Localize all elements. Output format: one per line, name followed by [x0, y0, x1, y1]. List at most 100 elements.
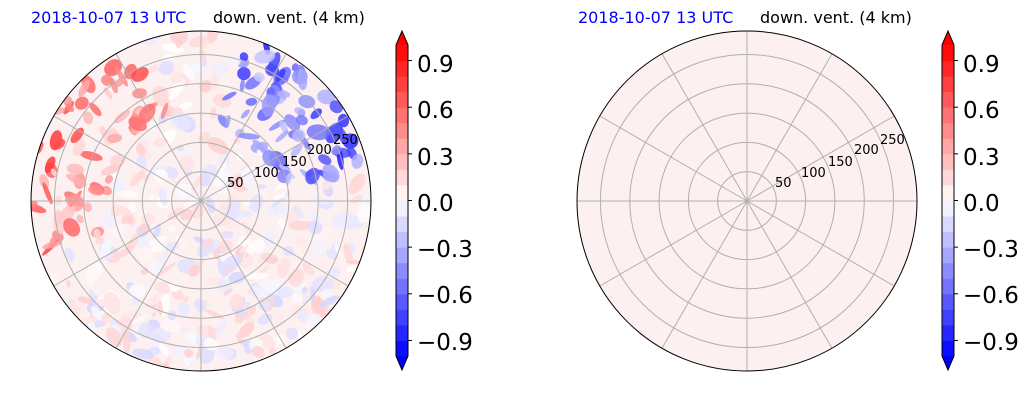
left-field-patch: [65, 103, 75, 113]
right-cb-outline: [941, 29, 955, 372]
right-cb-level-7: [942, 231, 954, 248]
left-field-patch: [166, 357, 174, 365]
right-grid-spoke-30: [746, 115, 895, 202]
right-cb-level-4: [942, 278, 954, 295]
right-colorbar-bar: [941, 29, 958, 372]
right-cb-level-17: [942, 76, 954, 93]
left-field-patch: [149, 194, 154, 203]
right-cb-level-8: [942, 216, 954, 233]
left-field-patch: [311, 295, 326, 319]
left-field-patch: [53, 210, 66, 235]
left-field-patch: [297, 307, 309, 324]
left-field-patch: [253, 190, 270, 198]
left-field-patch: [279, 120, 289, 135]
left-field-patch: [82, 111, 94, 125]
left-field-patch: [66, 173, 87, 187]
left-field-patch: [127, 201, 137, 213]
left-field-patch: [149, 63, 159, 74]
left-grid-spoke-30: [200, 115, 349, 202]
left-field-patch: [206, 325, 217, 343]
right-grid-spoke-300: [746, 200, 833, 349]
left-field-patch: [42, 182, 53, 205]
left-field-patch: [91, 305, 102, 321]
left-field-patch: [229, 294, 245, 310]
left-cb-tick-neg0.9: −0.9: [417, 330, 473, 356]
left-field-patch: [110, 154, 126, 168]
left-field-patch: [50, 269, 58, 284]
right-cb-level-0: [942, 340, 954, 357]
left-field-patch: [202, 59, 207, 68]
left-cb-level-15: [396, 107, 408, 124]
left-field-patch: [107, 133, 123, 144]
left-field-patch: [225, 115, 231, 129]
right-cb-tick-0.3: 0.3: [963, 145, 1000, 171]
left-field-patch: [329, 100, 344, 114]
left-cb-level-17: [396, 76, 408, 93]
left-field-patch: [170, 70, 184, 83]
left-field-patch: [100, 238, 113, 259]
left-field-patch: [164, 166, 179, 179]
right-cb-extend-min: [942, 356, 954, 370]
left-field-patch: [199, 346, 215, 364]
left-radial-ticks: 50 100 150 200 250: [227, 133, 358, 191]
left-field-patch: [275, 130, 289, 143]
left-field-patch: [79, 151, 103, 161]
left-field-patch: [257, 313, 273, 325]
left-field-patch: [248, 290, 256, 298]
left-field-patch: [105, 327, 123, 347]
left-field-patch: [66, 280, 71, 288]
right-radial-ticks: 50 100 150 200 250: [775, 133, 905, 191]
right-panel: 2018-10-07 13 UTC down. vent. (4 km) 50 …: [576, 8, 1019, 372]
left-field-patch: [167, 226, 176, 232]
left-field-patch: [104, 291, 121, 315]
left-field-patch: [108, 223, 131, 233]
right-cb-level-18: [942, 60, 954, 77]
left-cb-extend-max: [396, 31, 408, 45]
left-field-patch: [332, 211, 355, 228]
right-grid-spoke-60: [746, 53, 833, 202]
left-field-patch: [215, 318, 228, 339]
right-cb-level-19: [942, 45, 954, 62]
left-field-patch: [87, 186, 104, 196]
left-field-patch: [154, 169, 168, 183]
left-field-patch: [277, 90, 291, 98]
left-field-patch: [290, 143, 303, 157]
left-field-patch: [132, 88, 147, 99]
left-field-patch: [157, 59, 174, 75]
left-cb-level-18: [396, 60, 408, 77]
left-grid-spoke-120: [115, 53, 202, 202]
left-cb-level-9: [396, 200, 408, 217]
left-cb-level-0: [396, 340, 408, 357]
left-field-patch: [256, 149, 263, 157]
left-field-patch: [53, 195, 63, 206]
left-field-patch: [31, 200, 38, 208]
left-field-patch: [276, 286, 294, 298]
right-grid-spoke-240: [661, 200, 748, 349]
left-field-patch: [237, 67, 251, 81]
left-field-patch: [348, 173, 366, 195]
left-field-patch: [217, 346, 234, 360]
left-field-patch: [63, 218, 81, 237]
right-cb-level-5: [942, 262, 954, 279]
left-field-patch: [140, 267, 149, 275]
right-cb-level-14: [942, 122, 954, 139]
left-field-patch: [189, 35, 207, 48]
left-field-patch: [205, 197, 216, 214]
left-cb-level-3: [396, 293, 408, 310]
left-field-patch: [254, 49, 276, 64]
left-cb-outline: [395, 29, 409, 372]
left-field-patch: [243, 301, 251, 309]
right-cb-level-11: [942, 169, 954, 186]
left-field-patch: [53, 138, 66, 150]
left-field-patch: [168, 310, 177, 321]
left-field-patch: [182, 63, 196, 80]
left-field-patch: [195, 324, 209, 338]
left-field-patch: [180, 243, 189, 249]
left-field-patch: [210, 70, 220, 92]
right-cb-level-12: [942, 153, 954, 170]
left-field-patch: [149, 245, 166, 253]
left-field-patch: [138, 103, 156, 124]
left-field-patch: [294, 107, 306, 116]
left-cb-level-11: [396, 169, 408, 186]
left-field-patch: [331, 145, 342, 156]
